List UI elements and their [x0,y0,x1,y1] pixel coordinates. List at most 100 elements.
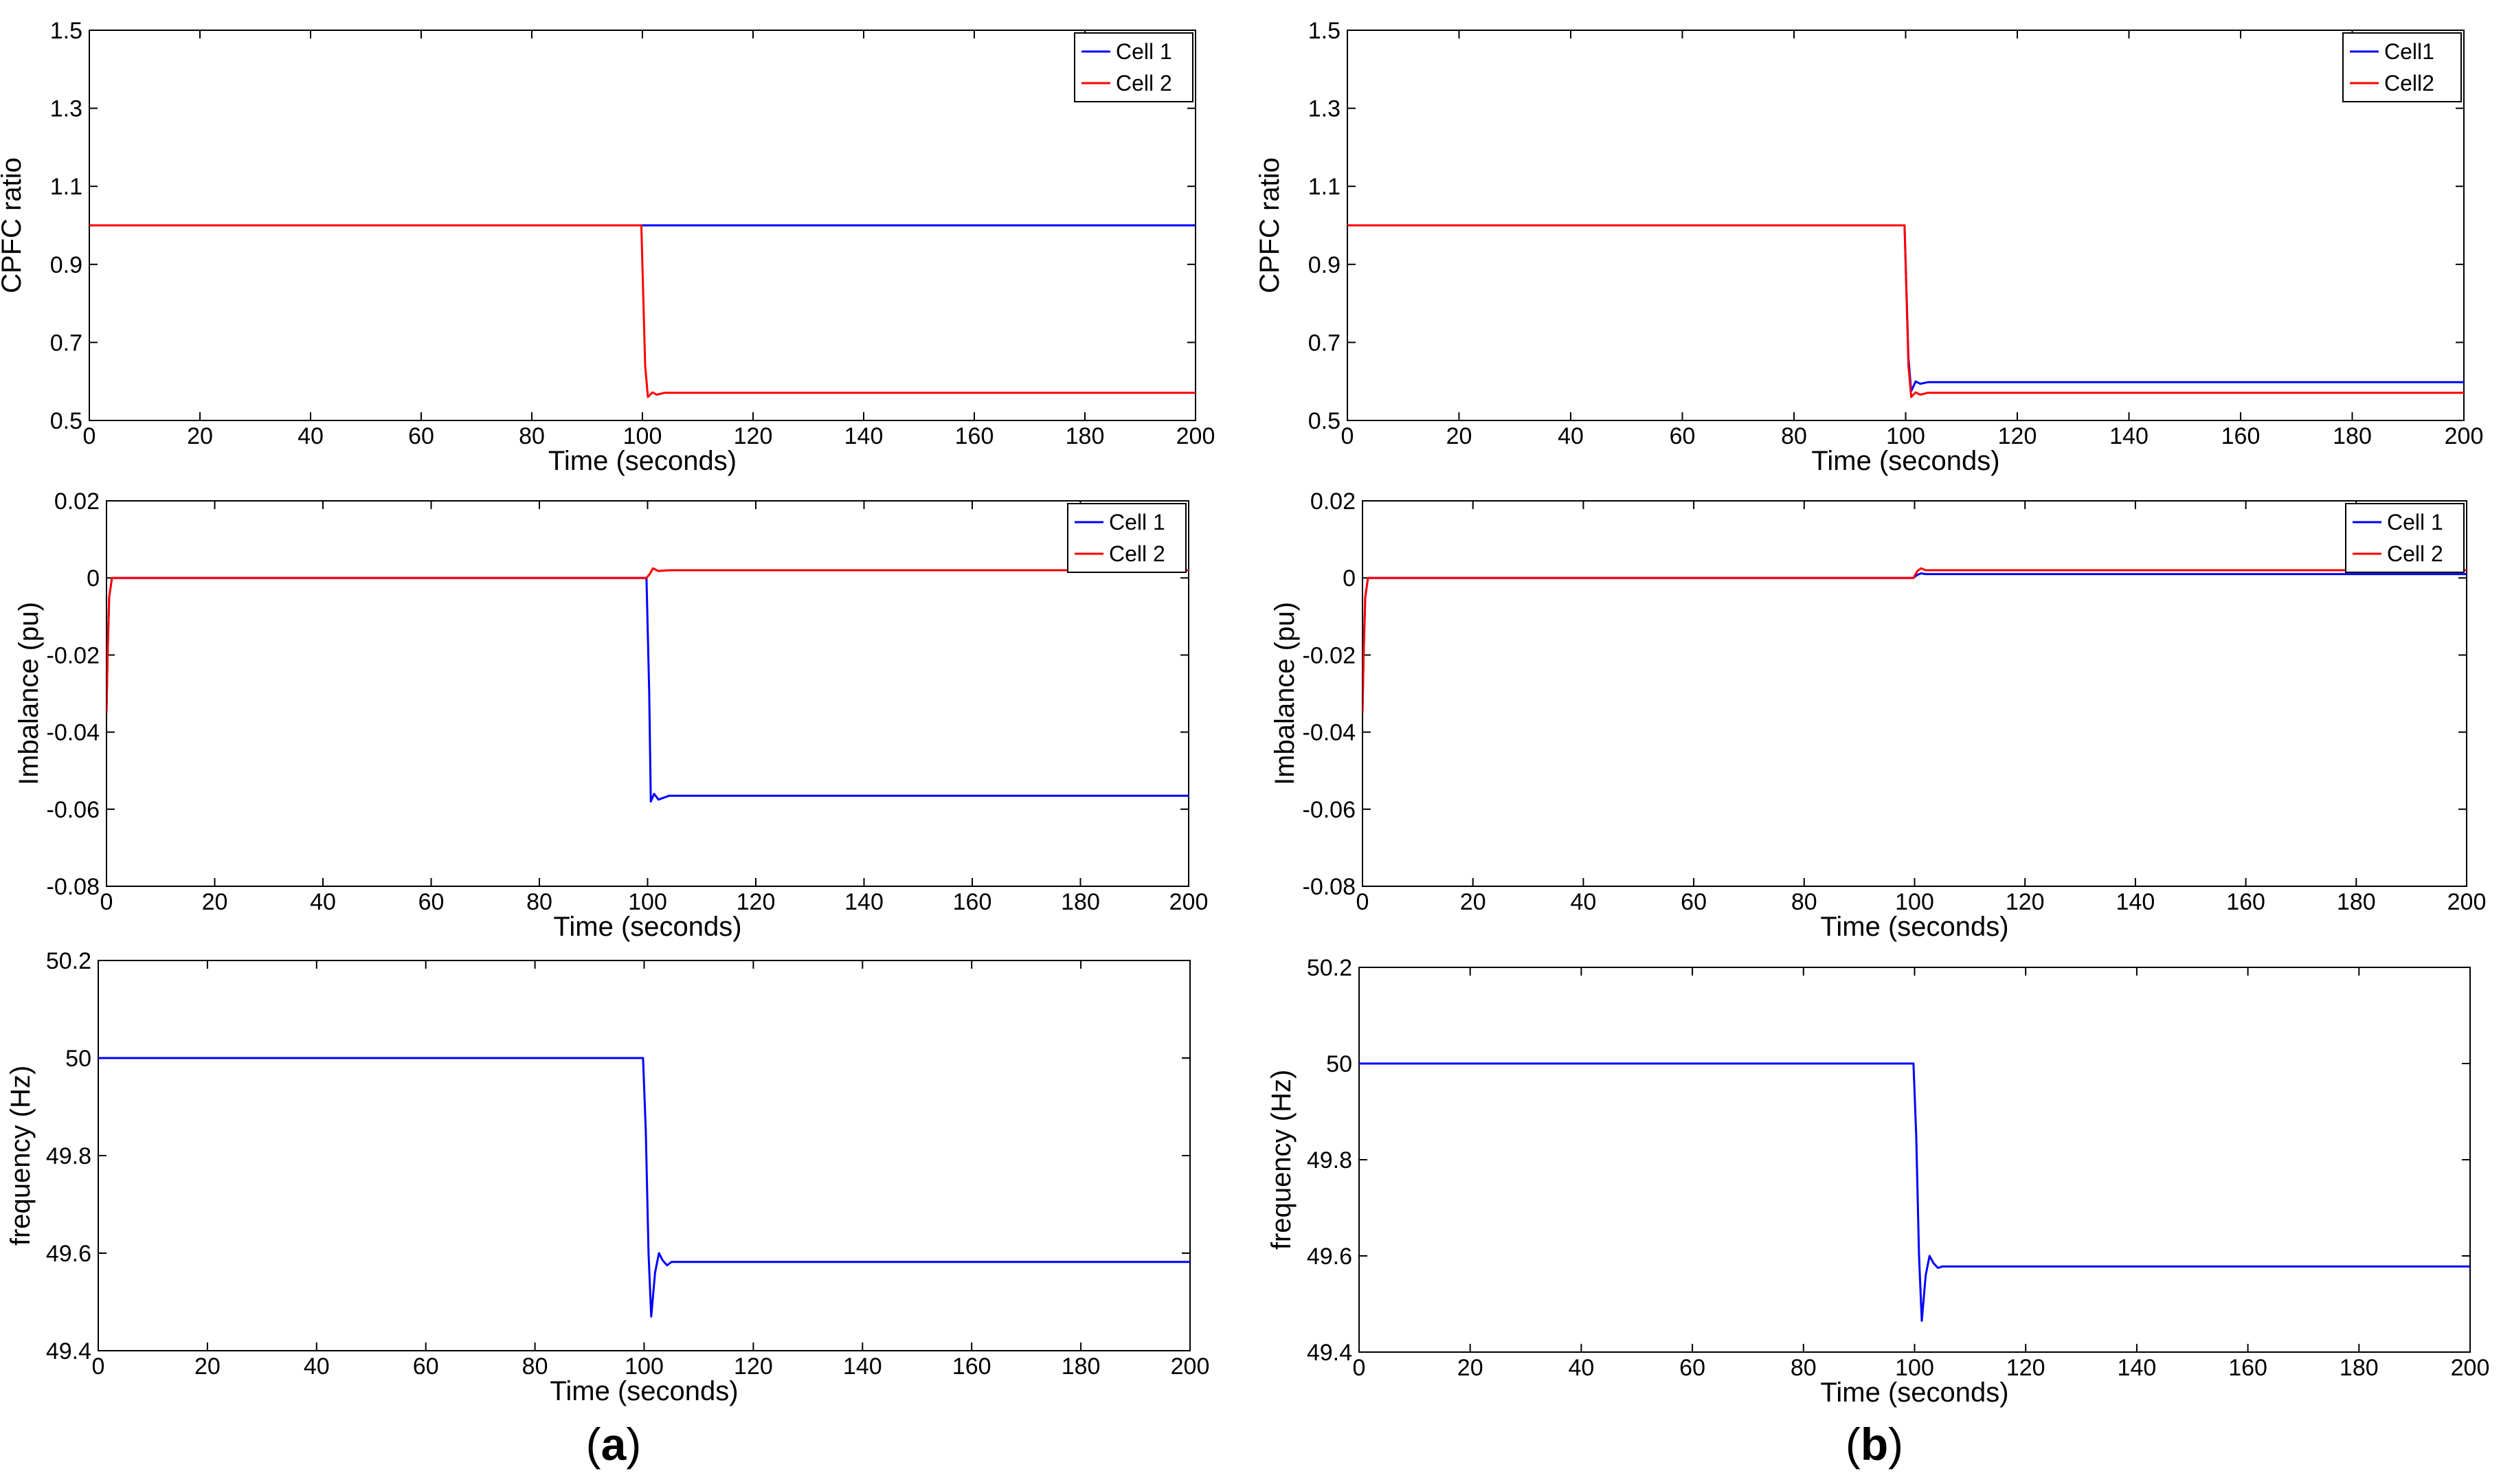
x-tick-label: 200 [2451,1355,2490,1381]
x-tick-label: 100 [625,1353,664,1380]
y-tick-label: 0 [1343,565,1356,592]
x-tick-label: 60 [1670,423,1696,449]
x-tick-label: 160 [955,423,994,449]
y-tick-label: -0.06 [1303,797,1356,823]
x-tick-label: 0 [92,1353,105,1380]
y-tick-label: 0.02 [54,488,100,515]
x-tick-label: 20 [202,889,228,915]
plot-area-frame [106,500,1189,887]
legend-label: Cell 1 [1109,510,1165,535]
x-tick-label: 100 [1895,1355,1934,1381]
legend-label: Cell 1 [2387,510,2443,535]
x-tick-label: 140 [2118,1355,2157,1381]
plot-area-frame [1358,967,2471,1353]
y-tick-label: 0.9 [50,252,82,278]
x-tick-label: 80 [522,1353,548,1380]
series-line-frequency [98,1057,1190,1318]
legend-label: Cell 1 [1116,39,1172,64]
x-tick-label: 20 [1446,423,1472,449]
y-tick-label: 49.4 [46,1338,91,1364]
y-axis-label: Imbalance (pu) [14,602,44,785]
chart-a-2: 0 20 40 60 80 100 120 140 160 180 200 49.4 49.6 49.8 5… [5,948,1209,1406]
y-tick-label: 49.4 [1307,1340,1352,1366]
legend-label: Cell1 [2384,39,2434,64]
x-tick-label: 120 [2006,889,2045,915]
x-tick-label: 40 [1570,889,1596,915]
x-tick-label: 0 [83,423,96,449]
legend-box [1074,32,1193,102]
x-tick-label: 140 [844,423,884,449]
x-tick-label: 80 [1791,1355,1817,1381]
y-axis-label: frequency (Hz) [1266,1070,1297,1250]
y-tick-label: 0.02 [1310,488,1356,515]
x-tick-label: 40 [304,1353,330,1380]
y-tick-label: 50 [1326,1051,1352,1077]
y-tick-label: 0.7 [1308,330,1341,356]
y-tick-label: -0.02 [1303,642,1356,668]
x-tick-label: 180 [2333,423,2372,449]
x-tick-label: 160 [952,1353,991,1380]
series-line-frequency [1359,1062,2470,1322]
x-tick-label: 180 [2340,1355,2379,1381]
series-line-cell-2 [106,567,1189,713]
y-tick-label: 49.8 [46,1143,91,1169]
plot-area-frame [1362,500,2467,887]
series-line-cell-2 [89,224,1196,398]
series-line-cell2 [1347,224,2464,398]
x-tick-label: 180 [1066,423,1105,449]
legend-label: Cell 2 [1109,541,1165,566]
y-tick-label: 50.2 [1307,955,1352,981]
x-tick-label: 60 [1679,1355,1705,1381]
x-axis-label: Time (seconds) [550,1376,738,1406]
legend: Cell 1 Cell 2 [1074,32,1193,102]
chart-a-0: 0 20 40 60 80 100 120 140 160 180 200 0.5 0.7 0.9 1.1 1… [0,18,1215,476]
x-tick-label: 40 [310,889,336,915]
chart-b-1: 0 20 40 60 80 100 120 140 160 180 200 -0.08 -0.06 -0.… [1270,488,2486,942]
x-tick-label: 60 [418,889,445,915]
x-axis-label: Time (seconds) [1820,912,2008,942]
x-axis-label: Time (seconds) [548,446,737,476]
x-tick-label: 20 [194,1353,221,1380]
y-tick-label: 1.3 [1308,96,1341,122]
y-tick-label: 49.6 [46,1241,91,1267]
y-axis-label: CPFC ratio [1255,157,1285,293]
y-axis-label: CPFC ratio [0,157,27,293]
x-tick-label: 60 [408,423,434,449]
x-tick-label: 80 [1781,423,1807,449]
x-tick-label: 120 [737,889,776,915]
x-tick-label: 160 [2221,423,2261,449]
y-tick-label: -0.04 [1303,720,1356,746]
x-tick-label: 200 [1171,1353,1210,1380]
x-tick-label: 120 [734,1353,773,1380]
x-tick-label: 60 [413,1353,439,1380]
chart-b-2: 0 20 40 60 80 100 120 140 160 180 200 49.4 49.6 49.8 5… [1266,955,2489,1408]
panel-label-a: (a) [586,1419,642,1470]
legend-box [2345,503,2465,573]
x-axis-label: Time (seconds) [1811,446,1999,476]
x-tick-label: 180 [2337,889,2376,915]
y-axis-label: Imbalance (pu) [1270,602,1300,785]
x-axis-label: Time (seconds) [553,912,741,942]
x-tick-label: 80 [519,423,545,449]
plot-area-frame [98,960,1191,1351]
x-axis-label: Time (seconds) [1820,1378,2008,1408]
x-tick-label: 40 [1558,423,1584,449]
y-tick-label: 0.5 [1308,408,1341,434]
y-tick-label: 1.1 [1308,174,1341,200]
y-tick-label: -0.08 [1303,874,1356,900]
y-tick-label: -0.04 [47,720,100,746]
x-tick-label: 120 [734,423,773,449]
y-tick-label: 0.7 [50,330,82,356]
series-line-cell-2 [1362,567,2467,713]
x-tick-label: 100 [623,423,662,449]
x-tick-label: 120 [2006,1355,2045,1381]
y-tick-label: -0.08 [47,874,100,900]
y-tick-label: 1.5 [1308,18,1341,44]
y-tick-label: 1.5 [50,18,82,44]
x-tick-label: 140 [2116,889,2155,915]
y-tick-label: -0.06 [47,797,100,823]
x-tick-label: 0 [1356,889,1369,915]
x-tick-label: 100 [1895,889,1934,915]
y-tick-label: 1.1 [50,174,82,200]
